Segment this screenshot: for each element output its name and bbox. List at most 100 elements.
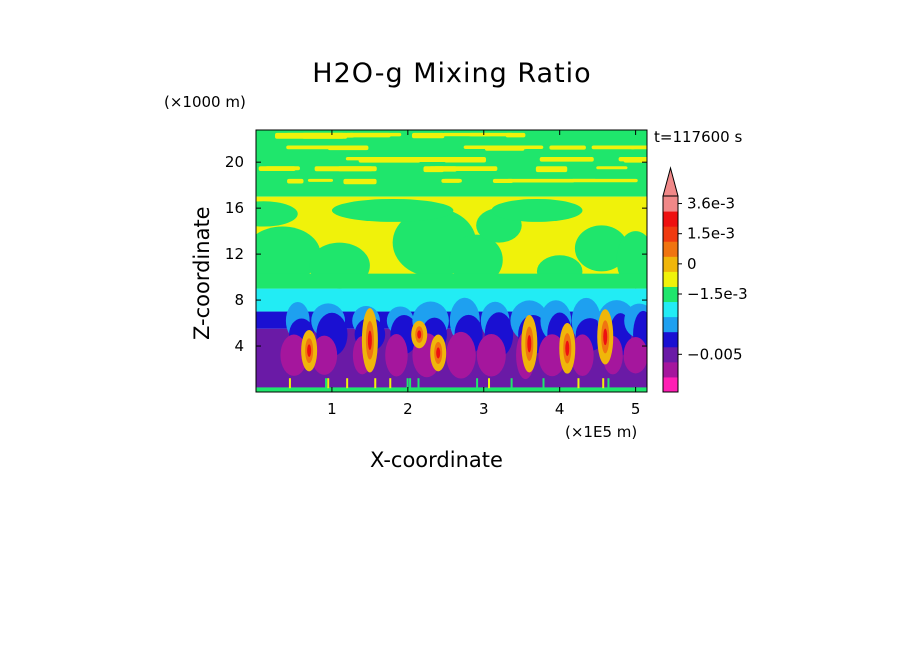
y-axis-unit: (×1000 m) bbox=[164, 93, 246, 111]
colorbar-level bbox=[663, 286, 678, 303]
field-cell bbox=[538, 334, 566, 377]
field-streak bbox=[596, 166, 628, 170]
field-band bbox=[256, 387, 647, 392]
colorbar-label: 1.5e-3 bbox=[687, 225, 735, 243]
field-speckle bbox=[327, 378, 330, 389]
field-streak bbox=[441, 178, 461, 183]
field-cell bbox=[574, 225, 629, 272]
field-streak bbox=[591, 145, 636, 150]
colorbar-level bbox=[663, 331, 678, 348]
field-speckle bbox=[577, 378, 580, 389]
x-tick-label: 5 bbox=[631, 400, 641, 418]
field-speckle bbox=[510, 378, 513, 389]
colorbar-level bbox=[663, 376, 678, 393]
field-plume bbox=[603, 328, 608, 346]
field-cell bbox=[571, 334, 594, 377]
field-streak bbox=[427, 157, 469, 161]
y-axis: 4 8 12 16 20 bbox=[225, 153, 647, 355]
x-tick-label: 3 bbox=[479, 400, 489, 418]
field-plume bbox=[565, 340, 570, 356]
colorbar-label: 0 bbox=[687, 255, 697, 273]
field-streak bbox=[492, 178, 514, 184]
field-streak bbox=[535, 166, 568, 173]
x-axis-label: X-coordinate bbox=[370, 448, 503, 472]
colorbar: 3.6e-3 1.5e-3 0 −1.5e-3 −0.005 bbox=[662, 166, 748, 393]
field-streak bbox=[307, 178, 334, 182]
x-tick-label: 4 bbox=[555, 400, 565, 418]
field-speckle bbox=[607, 378, 610, 389]
chart-title: H2O-g Mixing Ratio bbox=[312, 58, 592, 89]
field-streak bbox=[571, 178, 638, 183]
plot-frame bbox=[255, 129, 648, 393]
x-tick-label: 2 bbox=[403, 400, 413, 418]
field-speckle bbox=[389, 378, 392, 389]
y-tick-label: 4 bbox=[234, 337, 244, 355]
y-tick-label: 20 bbox=[225, 153, 244, 171]
field-cell bbox=[331, 198, 454, 222]
field-speckle bbox=[542, 378, 545, 389]
y-tick-label: 16 bbox=[225, 199, 244, 217]
colorbar-label: −1.5e-3 bbox=[687, 285, 748, 303]
field-cell bbox=[491, 198, 583, 222]
field-plume bbox=[417, 330, 422, 339]
field-streak bbox=[345, 132, 402, 137]
colorbar-level bbox=[663, 196, 678, 212]
colorbar-level bbox=[663, 316, 678, 333]
field-speckle bbox=[417, 378, 420, 389]
colorbar-label: 3.6e-3 bbox=[687, 195, 735, 213]
field-streak bbox=[506, 178, 575, 183]
field-speckle bbox=[602, 378, 605, 389]
field-streak bbox=[286, 145, 358, 150]
colorbar-level bbox=[663, 271, 678, 287]
field-plume bbox=[527, 335, 532, 353]
field-plume bbox=[436, 347, 441, 359]
field-streak bbox=[468, 132, 514, 137]
field-band bbox=[256, 130, 647, 197]
colorbar-level bbox=[663, 226, 678, 242]
colorbar-extension bbox=[662, 166, 679, 197]
mixing-ratio-field bbox=[256, 130, 647, 392]
field-cell bbox=[623, 337, 647, 374]
field-cell bbox=[385, 333, 408, 377]
colorbar-level bbox=[663, 211, 678, 227]
field-plume bbox=[307, 344, 312, 357]
time-label: t=117600 s bbox=[654, 128, 743, 146]
field-streak bbox=[539, 157, 594, 162]
field-speckle bbox=[488, 378, 491, 389]
x-tick-label: 1 bbox=[327, 400, 337, 418]
field-streak bbox=[434, 166, 457, 172]
field-speckle bbox=[325, 378, 328, 389]
field-speckle bbox=[476, 378, 479, 389]
colorbar-level bbox=[663, 256, 678, 272]
field-streak bbox=[287, 178, 304, 184]
field-streak bbox=[630, 145, 647, 150]
field-speckle bbox=[346, 378, 349, 389]
field-cell bbox=[311, 335, 338, 375]
colorbar-level bbox=[663, 346, 678, 363]
field-streak bbox=[623, 157, 647, 163]
colorbar-level bbox=[663, 361, 678, 378]
field-cell bbox=[449, 234, 503, 286]
colorbar-label: −0.005 bbox=[687, 345, 743, 363]
colorbar-level bbox=[663, 241, 678, 257]
colorbar-level bbox=[663, 301, 678, 318]
field-speckle bbox=[409, 378, 412, 389]
field-streak bbox=[503, 145, 528, 150]
field-speckle bbox=[406, 378, 409, 389]
field-streak bbox=[549, 145, 586, 150]
y-tick-label: 8 bbox=[234, 291, 244, 309]
x-axis: 1 2 3 4 5 bbox=[327, 130, 640, 418]
field-speckle bbox=[374, 378, 377, 389]
field-cell bbox=[446, 331, 476, 379]
field-streak bbox=[343, 178, 377, 185]
field-streak bbox=[358, 157, 421, 163]
field-cell bbox=[476, 333, 506, 377]
field-cell bbox=[256, 201, 298, 227]
field-streak bbox=[411, 132, 445, 139]
field-streak bbox=[258, 166, 296, 171]
field-streak bbox=[314, 166, 373, 172]
x-axis-unit: (×1E5 m) bbox=[565, 423, 638, 441]
field-plume bbox=[367, 330, 372, 350]
field-cell bbox=[256, 226, 321, 282]
y-tick-label: 12 bbox=[225, 245, 244, 263]
